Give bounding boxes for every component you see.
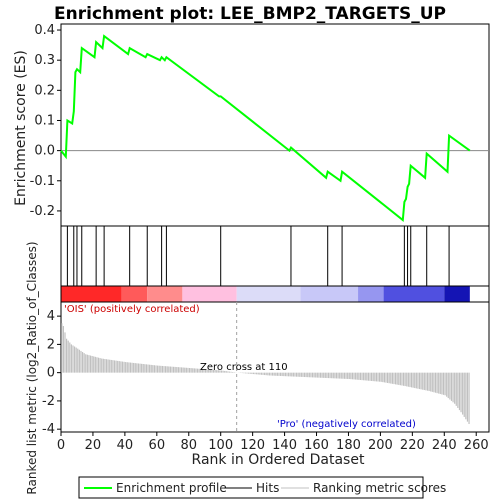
metric-y-tick-label: 4 [47, 309, 55, 324]
metric-y-tick-label: -4 [42, 422, 55, 437]
es-y-tick-label: 0.3 [34, 53, 55, 68]
x-axis-label: Rank in Ordered Dataset [192, 452, 365, 468]
enrichment-profile-line [60, 34, 471, 222]
metric-y-tick-label: 0 [47, 366, 55, 381]
x-tick-label: 40 [117, 438, 134, 453]
heatmap-band [358, 286, 384, 302]
heatmap-band [300, 286, 359, 302]
es-y-axis-label: Enrichment score (ES) [13, 50, 29, 206]
hits-panel [60, 225, 490, 287]
metric-y-ticks: 4 2 0 -2 -4 [42, 309, 61, 437]
x-tick-label: 200 [368, 438, 393, 453]
x-tick-label: 100 [208, 438, 233, 453]
metric-panel: 420-2-4 'OIS' (positively correlated) Ze… [25, 241, 490, 495]
hit-lines [66, 226, 450, 286]
x-tick-label: 60 [149, 438, 166, 453]
x-tick-label: 20 [85, 438, 102, 453]
metric-y-axis-label: Ranked list metric (log2_Ratio_of_Classe… [25, 241, 39, 494]
es-y-tick-label: 0.0 [34, 144, 55, 159]
x-axis: 0 20 40 60 80 100 120 140 160 180 200 220 240 260 [57, 432, 489, 453]
x-tick-label: 180 [336, 438, 361, 453]
hits-plot-area [60, 225, 490, 287]
es-y-tick-label: 0.2 [34, 83, 55, 98]
x-tick-label: 260 [464, 438, 489, 453]
legend-label-ranking-metric-scores: Ranking metric scores [313, 481, 446, 495]
legend: Enrichment profile Hits Ranking metric s… [78, 476, 446, 499]
heatmap-band [383, 286, 445, 302]
positive-correlation-label: 'OIS' (positively correlated) [64, 304, 200, 315]
metric-bars [61, 323, 470, 424]
x-tick-label: 160 [304, 438, 329, 453]
x-tick-label: 120 [240, 438, 265, 453]
x-tick-label: 0 [57, 438, 65, 453]
metric-y-tick-label: 2 [47, 337, 55, 352]
enrichment-profile-series [60, 34, 471, 222]
heatmap-band [182, 286, 237, 302]
ranking-heatmap-bar [60, 285, 490, 303]
es-y-tick-label: 0.1 [34, 113, 55, 128]
es-y-tick-label: 0.4 [34, 23, 55, 38]
legend-label-hits: Hits [256, 481, 279, 495]
x-tick-label: 140 [272, 438, 297, 453]
x-tick-label: 240 [432, 438, 457, 453]
negative-correlation-label: 'Pro' (negatively correlated) [277, 419, 416, 430]
heatmap-band [147, 286, 183, 302]
x-tick-label: 80 [180, 438, 197, 453]
es-y-tick-label: -0.2 [30, 204, 55, 219]
heatmap-band [61, 286, 122, 302]
heatmap-band [121, 286, 148, 302]
x-tick-label: 220 [400, 438, 425, 453]
es-panel: 0.4 0.3 0.2 0.1 0.0 -0.1 -0.2 Enrichment score… [13, 23, 490, 227]
zero-cross-label: Zero cross at 110 [200, 362, 288, 373]
es-y-ticks: 0.4 0.3 0.2 0.1 0.0 -0.1 -0.2 [30, 23, 61, 219]
heatmap-bands [61, 286, 470, 302]
heatmap-band [236, 286, 301, 302]
metric-y-tick-label: -2 [42, 394, 55, 409]
chart-title: Enrichment plot: LEE_BMP2_TARGETS_UP [54, 4, 446, 24]
es-plot-area [60, 23, 490, 227]
es-y-tick-label: -0.1 [30, 174, 55, 189]
heatmap-band [444, 286, 470, 302]
legend-label-enrichment-profile: Enrichment profile [116, 481, 227, 495]
